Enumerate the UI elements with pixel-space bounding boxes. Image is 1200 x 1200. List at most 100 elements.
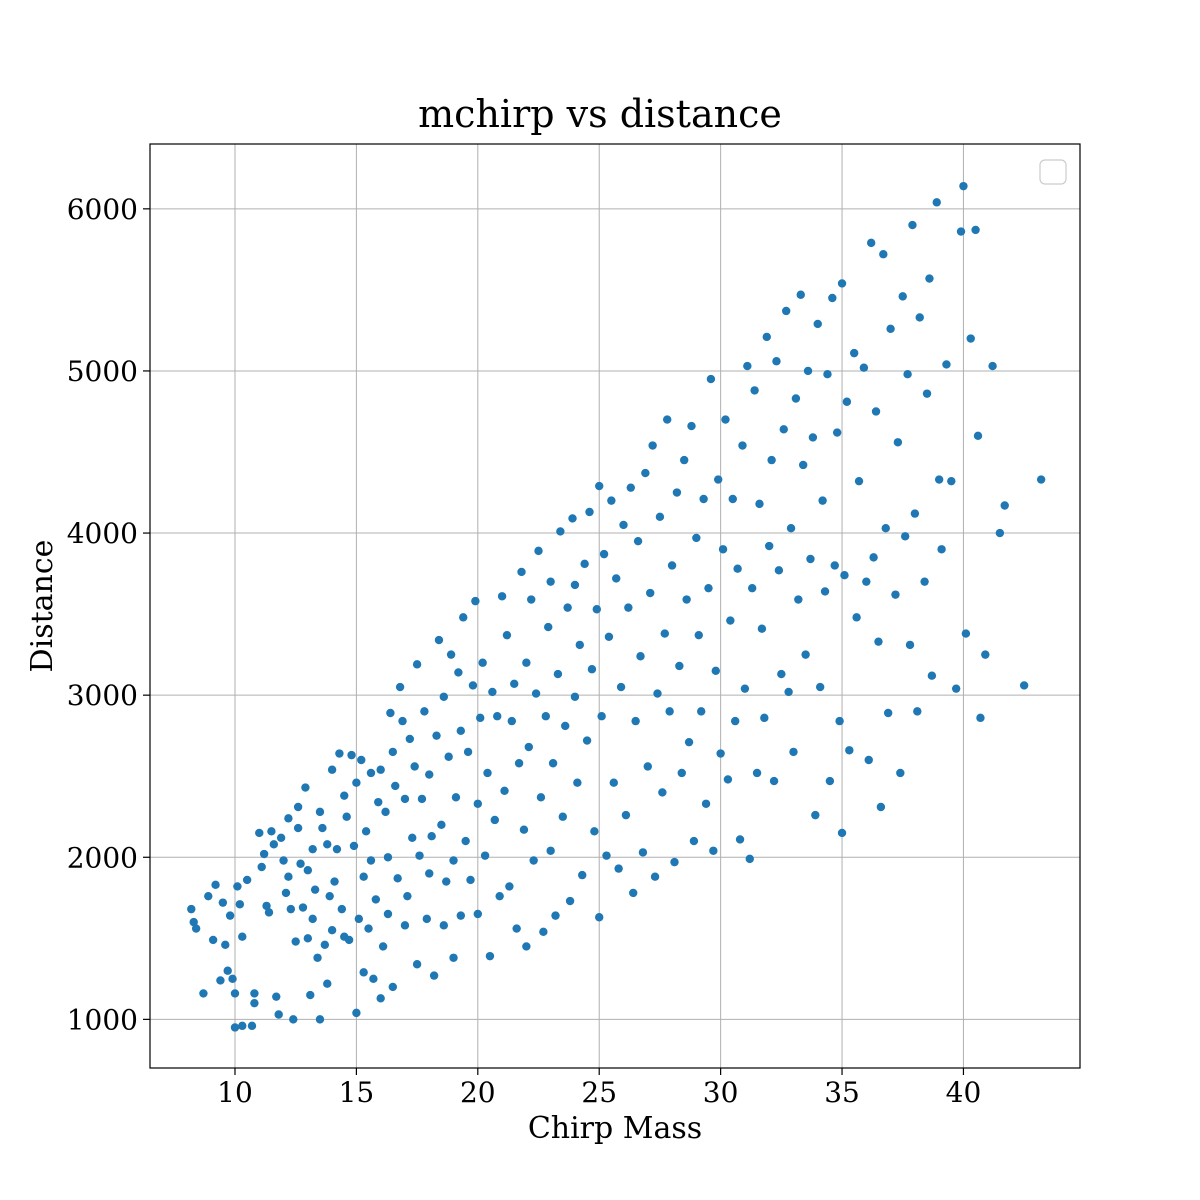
scatter-point (529, 856, 538, 865)
scatter-point (565, 896, 575, 906)
scatter-point (852, 613, 861, 622)
scatter-point (646, 588, 655, 598)
scatter-point (446, 650, 456, 659)
scatter-point (747, 583, 757, 593)
scatter-point (473, 799, 483, 808)
x-tick-label: 10 (217, 1076, 253, 1109)
scatter-point (259, 849, 269, 859)
scatter-point (378, 942, 388, 951)
scatter-point (616, 682, 626, 692)
scatter-point (376, 994, 385, 1003)
scatter-point (551, 911, 560, 920)
scatter-point (697, 707, 706, 716)
scatter-point (228, 974, 237, 984)
scatter-point (422, 914, 432, 924)
scatter-point (927, 671, 937, 680)
scatter-point (546, 577, 555, 586)
scatter-point (883, 708, 893, 718)
scatter-point (325, 891, 334, 901)
scatter-point (456, 911, 466, 920)
scatter-point (284, 872, 293, 881)
scatter-point (1000, 501, 1009, 510)
y-axis-label: Distance (25, 540, 60, 673)
scatter-point (614, 864, 623, 873)
scatter-point (272, 992, 281, 1001)
scatter-point (553, 669, 563, 679)
scatter-point (478, 658, 487, 667)
scatter-point (721, 415, 730, 424)
scatter-point (276, 833, 286, 843)
scatter-point (621, 810, 631, 820)
scatter-point (811, 810, 820, 820)
scatter-point (323, 979, 332, 988)
scatter-point (675, 661, 684, 671)
scatter-point (767, 455, 776, 465)
scatter-point (624, 603, 633, 612)
scatter-point (247, 1021, 257, 1031)
scatter-point (934, 475, 944, 484)
scatter-point (189, 917, 198, 927)
scatter-point (439, 921, 449, 930)
scatter-point (395, 682, 405, 692)
scatter-point (784, 687, 793, 697)
scatter-point (837, 828, 847, 838)
scatter-point (208, 935, 218, 945)
scatter-point (692, 533, 701, 543)
scatter-point (451, 793, 461, 802)
scatter-point (713, 475, 723, 484)
scatter-point (760, 713, 769, 723)
scatter-point (199, 989, 208, 998)
scatter-point (425, 869, 434, 878)
scatter-point (942, 360, 951, 369)
scatter-point (971, 225, 980, 235)
scatter-point (597, 712, 606, 721)
scatter-point (976, 713, 985, 723)
scatter-point (663, 415, 672, 424)
scatter-point (293, 823, 303, 833)
scatter-point (281, 888, 291, 898)
scatter-point (313, 953, 322, 962)
scatter-point (959, 181, 968, 191)
scatter-point (1019, 681, 1029, 690)
scatter-point (764, 541, 774, 551)
scatter-point (344, 935, 354, 945)
scatter-point (806, 554, 815, 564)
scatter-point (716, 749, 725, 758)
scatter-point (711, 666, 720, 676)
scatter-point (315, 1015, 325, 1024)
scatter-point (915, 313, 924, 322)
scatter-point (225, 911, 235, 920)
scatter-point (738, 441, 747, 450)
scatter-point (327, 765, 337, 774)
scatter-point (879, 250, 888, 259)
scatter-point (541, 712, 550, 721)
scatter-point (893, 438, 903, 447)
scatter-point (728, 494, 737, 504)
scatter-point (585, 507, 594, 517)
scatter-point (932, 198, 941, 207)
scatter-point (405, 734, 415, 744)
scatter-point (900, 532, 910, 541)
scatter-point (257, 862, 266, 872)
scatter-point (655, 512, 665, 522)
scatter-point (391, 781, 400, 791)
scatter-point (1036, 475, 1046, 484)
scatter-point (956, 227, 966, 236)
scatter-point (230, 1023, 240, 1032)
scatter-point (242, 875, 252, 885)
scatter-point (762, 332, 771, 342)
scatter-point (626, 483, 635, 492)
scatter-point (223, 966, 232, 975)
scatter-point (308, 914, 317, 924)
scatter-point (449, 856, 458, 865)
x-tick-label: 15 (339, 1076, 375, 1109)
scatter-point (973, 431, 983, 440)
scatter-point (910, 509, 920, 518)
scatter-point (682, 595, 691, 604)
scatter-point (306, 990, 315, 1000)
scatter-point (318, 823, 327, 833)
scatter-point (866, 238, 876, 248)
scatter-point (876, 802, 886, 812)
scatter-point (340, 791, 349, 800)
